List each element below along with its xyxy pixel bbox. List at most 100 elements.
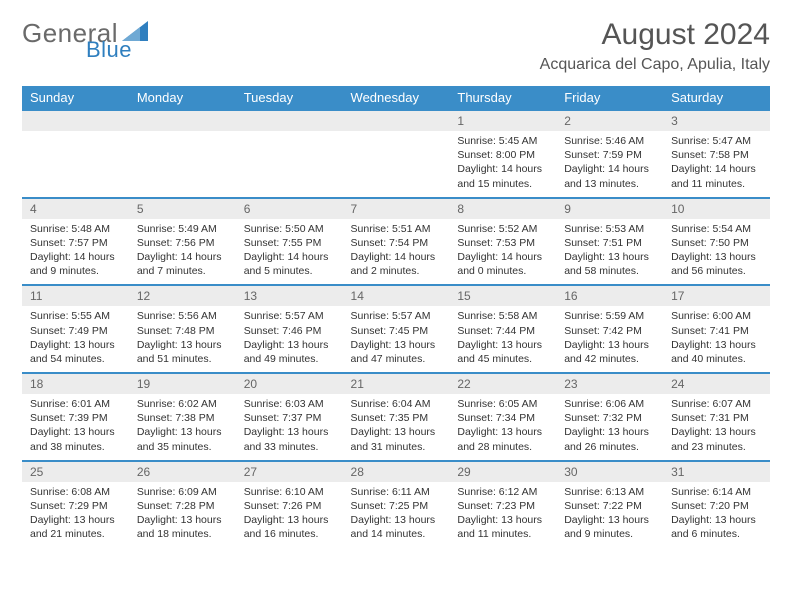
calendar-cell-daynum: 26 — [129, 461, 236, 482]
calendar-cell-daynum: 7 — [343, 198, 450, 219]
day-number: 4 — [22, 199, 129, 219]
calendar-cell-daynum: 19 — [129, 373, 236, 394]
day-details: Sunrise: 6:09 AMSunset: 7:28 PMDaylight:… — [129, 482, 236, 548]
day-details: Sunrise: 5:57 AMSunset: 7:46 PMDaylight:… — [236, 306, 343, 372]
calendar-cell-daynum: 20 — [236, 373, 343, 394]
day-number: 11 — [22, 286, 129, 306]
day-details: Sunrise: 5:49 AMSunset: 7:56 PMDaylight:… — [129, 219, 236, 285]
day-number: 12 — [129, 286, 236, 306]
day-number: 3 — [663, 111, 770, 131]
logo: General Blue — [22, 18, 194, 49]
header: General Blue August 2024 Acquarica del C… — [22, 18, 770, 74]
calendar-cell-daynum — [129, 110, 236, 131]
calendar-cell-detail: Sunrise: 5:57 AMSunset: 7:45 PMDaylight:… — [343, 306, 450, 373]
day-details: Sunrise: 5:47 AMSunset: 7:58 PMDaylight:… — [663, 131, 770, 197]
calendar-cell-detail: Sunrise: 5:56 AMSunset: 7:48 PMDaylight:… — [129, 306, 236, 373]
calendar-cell-detail: Sunrise: 6:12 AMSunset: 7:23 PMDaylight:… — [449, 482, 556, 548]
day-number: 29 — [449, 462, 556, 482]
day-number: 5 — [129, 199, 236, 219]
calendar-cell-daynum: 23 — [556, 373, 663, 394]
calendar-cell-detail: Sunrise: 6:08 AMSunset: 7:29 PMDaylight:… — [22, 482, 129, 548]
calendar-cell-daynum: 29 — [449, 461, 556, 482]
calendar-cell-daynum: 28 — [343, 461, 450, 482]
day-number: 26 — [129, 462, 236, 482]
day-details: Sunrise: 5:54 AMSunset: 7:50 PMDaylight:… — [663, 219, 770, 285]
calendar-cell-detail: Sunrise: 6:13 AMSunset: 7:22 PMDaylight:… — [556, 482, 663, 548]
calendar-cell-detail: Sunrise: 5:59 AMSunset: 7:42 PMDaylight:… — [556, 306, 663, 373]
day-number: 19 — [129, 374, 236, 394]
day-number: 13 — [236, 286, 343, 306]
day-details: Sunrise: 5:51 AMSunset: 7:54 PMDaylight:… — [343, 219, 450, 285]
day-details: Sunrise: 6:04 AMSunset: 7:35 PMDaylight:… — [343, 394, 450, 460]
calendar-cell-daynum: 12 — [129, 285, 236, 306]
calendar-cell-daynum: 31 — [663, 461, 770, 482]
day-number: 23 — [556, 374, 663, 394]
day-details: Sunrise: 5:57 AMSunset: 7:45 PMDaylight:… — [343, 306, 450, 372]
calendar-cell-detail: Sunrise: 6:05 AMSunset: 7:34 PMDaylight:… — [449, 394, 556, 461]
calendar-cell-detail: Sunrise: 6:06 AMSunset: 7:32 PMDaylight:… — [556, 394, 663, 461]
calendar-cell-daynum: 11 — [22, 285, 129, 306]
calendar-cell-detail: Sunrise: 5:48 AMSunset: 7:57 PMDaylight:… — [22, 219, 129, 286]
calendar-cell-detail: Sunrise: 6:07 AMSunset: 7:31 PMDaylight:… — [663, 394, 770, 461]
calendar-cell-detail — [22, 131, 129, 198]
calendar-cell-detail: Sunrise: 5:55 AMSunset: 7:49 PMDaylight:… — [22, 306, 129, 373]
calendar-cell-daynum: 4 — [22, 198, 129, 219]
day-details: Sunrise: 6:14 AMSunset: 7:20 PMDaylight:… — [663, 482, 770, 548]
calendar-cell-daynum: 14 — [343, 285, 450, 306]
calendar-cell-detail: Sunrise: 6:10 AMSunset: 7:26 PMDaylight:… — [236, 482, 343, 548]
day-details: Sunrise: 6:02 AMSunset: 7:38 PMDaylight:… — [129, 394, 236, 460]
day-number: 18 — [22, 374, 129, 394]
dow-header: Sunday — [22, 86, 129, 110]
calendar-cell-daynum — [236, 110, 343, 131]
calendar-page: General Blue August 2024 Acquarica del C… — [0, 0, 792, 612]
day-number: 7 — [343, 199, 450, 219]
day-details: Sunrise: 6:07 AMSunset: 7:31 PMDaylight:… — [663, 394, 770, 460]
day-number: 27 — [236, 462, 343, 482]
day-number: 22 — [449, 374, 556, 394]
day-number: 15 — [449, 286, 556, 306]
calendar-cell-daynum: 2 — [556, 110, 663, 131]
calendar-cell-detail — [129, 131, 236, 198]
day-number: 8 — [449, 199, 556, 219]
calendar-cell-daynum: 16 — [556, 285, 663, 306]
calendar-cell-daynum: 25 — [22, 461, 129, 482]
day-details: Sunrise: 5:46 AMSunset: 7:59 PMDaylight:… — [556, 131, 663, 197]
day-details: Sunrise: 6:06 AMSunset: 7:32 PMDaylight:… — [556, 394, 663, 460]
day-details: Sunrise: 6:01 AMSunset: 7:39 PMDaylight:… — [22, 394, 129, 460]
day-number: 1 — [449, 111, 556, 131]
calendar-cell-detail: Sunrise: 6:00 AMSunset: 7:41 PMDaylight:… — [663, 306, 770, 373]
calendar-cell-detail: Sunrise: 5:46 AMSunset: 7:59 PMDaylight:… — [556, 131, 663, 198]
calendar-cell-detail: Sunrise: 5:53 AMSunset: 7:51 PMDaylight:… — [556, 219, 663, 286]
dow-header: Friday — [556, 86, 663, 110]
calendar-cell-detail — [236, 131, 343, 198]
day-number: 28 — [343, 462, 450, 482]
day-number: 21 — [343, 374, 450, 394]
day-details: Sunrise: 6:12 AMSunset: 7:23 PMDaylight:… — [449, 482, 556, 548]
day-number: 16 — [556, 286, 663, 306]
calendar-cell-detail: Sunrise: 5:45 AMSunset: 8:00 PMDaylight:… — [449, 131, 556, 198]
calendar-cell-daynum: 8 — [449, 198, 556, 219]
day-details: Sunrise: 5:52 AMSunset: 7:53 PMDaylight:… — [449, 219, 556, 285]
calendar-cell-daynum — [343, 110, 450, 131]
calendar-cell-daynum: 15 — [449, 285, 556, 306]
calendar-cell-daynum — [22, 110, 129, 131]
calendar-cell-detail: Sunrise: 6:04 AMSunset: 7:35 PMDaylight:… — [343, 394, 450, 461]
calendar-cell-daynum: 5 — [129, 198, 236, 219]
location-text: Acquarica del Capo, Apulia, Italy — [540, 56, 770, 74]
calendar-header-row: SundayMondayTuesdayWednesdayThursdayFrid… — [22, 86, 770, 110]
day-details: Sunrise: 5:53 AMSunset: 7:51 PMDaylight:… — [556, 219, 663, 285]
calendar-cell-daynum: 24 — [663, 373, 770, 394]
calendar-cell-detail: Sunrise: 5:52 AMSunset: 7:53 PMDaylight:… — [449, 219, 556, 286]
day-details: Sunrise: 5:59 AMSunset: 7:42 PMDaylight:… — [556, 306, 663, 372]
month-title: August 2024 — [540, 18, 770, 52]
day-number: 25 — [22, 462, 129, 482]
calendar-cell-detail: Sunrise: 5:50 AMSunset: 7:55 PMDaylight:… — [236, 219, 343, 286]
calendar-cell-daynum: 3 — [663, 110, 770, 131]
calendar-cell-daynum: 21 — [343, 373, 450, 394]
dow-header: Thursday — [449, 86, 556, 110]
day-details: Sunrise: 6:00 AMSunset: 7:41 PMDaylight:… — [663, 306, 770, 372]
day-number: 31 — [663, 462, 770, 482]
day-number: 30 — [556, 462, 663, 482]
day-number: 2 — [556, 111, 663, 131]
day-number: 20 — [236, 374, 343, 394]
